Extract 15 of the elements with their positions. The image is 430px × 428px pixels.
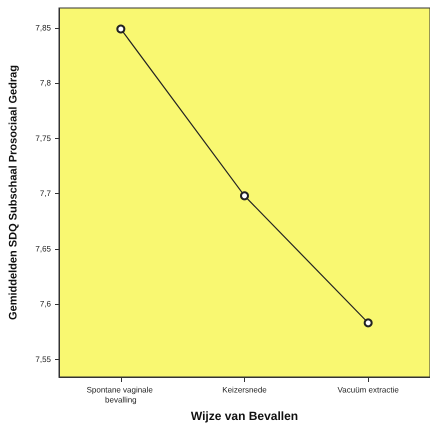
y-tick-label: 7,7 [40, 189, 52, 198]
y-tick-label: 7,6 [40, 300, 52, 309]
x-tick-label: Keizersnede [222, 386, 268, 394]
point [240, 191, 249, 200]
x-tick-label: Spontane vaginale bevalling [86, 386, 156, 404]
y-tick-label: 7,85 [35, 23, 52, 32]
point [364, 318, 373, 328]
y-tick-label: 7,75 [35, 134, 52, 143]
y-tick-label: 7,8 [40, 78, 52, 88]
x-tick-label: Vacuüm extractie [338, 386, 400, 394]
y-axis-title: Gemiddelden SDQ Subschaal Prosociaal Gedrag [8, 65, 20, 320]
y-tick-label: 7,65 [35, 244, 52, 254]
y-tick-label: 7,55 [35, 354, 52, 364]
point [116, 24, 126, 34]
x-axis-title: Wijze van Bevallen [190, 408, 298, 423]
